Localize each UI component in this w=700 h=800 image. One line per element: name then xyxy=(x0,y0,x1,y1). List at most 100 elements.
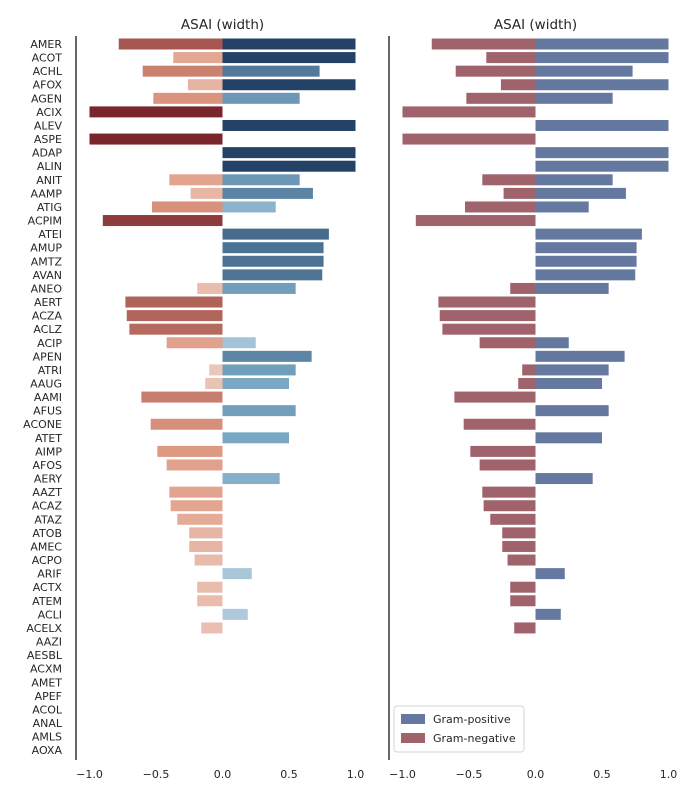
y-tick-label-aamp: AAMP xyxy=(31,187,63,200)
bar-left-positive-amup xyxy=(222,242,324,254)
legend-swatch-gram-positive xyxy=(401,714,425,724)
y-tick-label-acpo: ACPO xyxy=(32,554,63,567)
bar-right-gram-positive-apen xyxy=(535,350,625,362)
y-tick-label-aoxa: AOXA xyxy=(32,744,63,757)
y-tick-label-aazt: AAZT xyxy=(32,486,62,499)
bar-right-gram-negative-aazt xyxy=(482,486,536,498)
y-tick-label-ataz: ATAZ xyxy=(34,513,62,526)
y-tick-label-atei: ATEI xyxy=(38,228,62,241)
bar-right-gram-negative-afos xyxy=(479,459,536,471)
bar-left-negative-aazt xyxy=(169,486,223,498)
y-tick-label-acxm: ACXM xyxy=(30,663,62,676)
y-tick-label-aaug: AAUG xyxy=(30,378,62,391)
y-tick-label-acone: ACONE xyxy=(23,418,62,431)
bar-left-positive-anit xyxy=(222,174,300,186)
bar-left-negative-afos xyxy=(166,459,223,471)
x-tick-label-right-2: 0.0 xyxy=(527,768,545,781)
bar-left-positive-arif xyxy=(222,568,252,580)
bar-left-negative-aimp xyxy=(157,445,223,457)
y-tick-label-apef: APEF xyxy=(35,690,62,703)
y-tick-label-afox: AFOX xyxy=(33,79,63,92)
bar-right-gram-positive-arif xyxy=(535,568,565,580)
y-tick-label-anal: ANAL xyxy=(33,717,63,730)
y-tick-label-aesbl: AESBL xyxy=(27,649,63,662)
bar-left-negative-acelx xyxy=(201,622,223,634)
bar-left-positive-avan xyxy=(222,269,323,281)
legend-label-gram-positive: Gram-positive xyxy=(433,713,511,726)
bar-left-negative-aaug xyxy=(205,378,223,389)
bar-right-gram-positive-aamp xyxy=(535,187,626,199)
bar-right-gram-positive-aneo xyxy=(535,282,609,294)
y-tick-label-aert: AERT xyxy=(34,296,62,309)
bar-right-gram-negative-atig xyxy=(465,201,536,213)
y-tick-label-acelx: ACELX xyxy=(26,622,62,635)
y-tick-label-atem: ATEM xyxy=(32,595,62,608)
bar-right-gram-positive-amup xyxy=(535,242,637,254)
bar-left-negative-acix xyxy=(89,106,223,118)
bar-left-positive-adap xyxy=(222,147,356,159)
bar-right-gram-negative-aamp xyxy=(503,187,536,199)
bar-right-gram-negative-aneo xyxy=(510,282,536,294)
bar-right-gram-positive-atig xyxy=(535,201,589,213)
y-tick-label-aery: AERY xyxy=(34,473,62,486)
y-tick-label-afus: AFUS xyxy=(33,405,62,418)
y-tick-label-afos: AFOS xyxy=(33,459,63,472)
y-tick-label-acot: ACOT xyxy=(32,52,63,65)
bar-right-gram-positive-acip xyxy=(535,337,569,349)
bar-left-negative-acone xyxy=(150,418,223,430)
bar-right-gram-negative-acot xyxy=(486,52,536,64)
bar-left-negative-aami xyxy=(141,391,223,403)
x-tick-label-right-3: 0.5 xyxy=(593,768,611,781)
bar-left-positive-atet xyxy=(222,432,289,444)
bar-right-gram-positive-avan xyxy=(535,269,636,281)
y-tick-label-amer: AMER xyxy=(30,38,62,51)
y-tick-label-amls: AMLS xyxy=(32,731,62,744)
bar-left-negative-acip xyxy=(166,337,223,349)
bar-right-gram-positive-anit xyxy=(535,174,613,186)
y-tick-label-anit: ANIT xyxy=(36,174,62,187)
bar-right-gram-negative-aaug xyxy=(518,378,536,389)
bar-right-gram-positive-aaug xyxy=(535,378,602,389)
y-tick-label-aneo: ANEO xyxy=(31,282,63,295)
legend-label-gram-negative: Gram-negative xyxy=(433,732,516,745)
legend: Gram-positive Gram-negative xyxy=(393,705,525,753)
bar-right-gram-negative-acelx xyxy=(514,622,536,634)
bar-left-negative-acpo xyxy=(194,554,223,566)
bar-right-gram-negative-atem xyxy=(510,595,536,607)
bar-right-gram-positive-afus xyxy=(535,405,609,417)
bar-right-gram-negative-acaz xyxy=(483,500,536,512)
bar-right-gram-positive-afox xyxy=(535,79,669,91)
y-tick-label-arif: ARIF xyxy=(37,568,62,581)
bar-right-gram-positive-acot xyxy=(535,52,669,64)
bar-right-gram-positive-atei xyxy=(535,228,642,240)
y-tick-label-amtz: AMTZ xyxy=(31,255,63,268)
bar-left-positive-agen xyxy=(222,92,300,104)
bar-left-negative-actx xyxy=(197,581,223,593)
y-tick-label-amec: AMEC xyxy=(30,540,62,553)
bar-left-negative-atem xyxy=(197,595,223,607)
x-tick-labels-right: −1.0 −0.5 0.0 0.5 1.0 xyxy=(389,768,677,781)
bar-right-gram-negative-agen xyxy=(466,92,536,104)
bar-left-positive-afus xyxy=(222,405,296,417)
bar-left-negative-amer xyxy=(118,38,223,50)
bar-right-gram-positive-alev xyxy=(535,119,669,131)
bar-right-gram-negative-aimp xyxy=(470,445,536,457)
legend-swatch-gram-negative xyxy=(401,733,425,743)
bar-left-positive-atei xyxy=(222,228,329,240)
bar-left-negative-atob xyxy=(189,527,223,539)
bar-left-negative-acza xyxy=(126,310,223,322)
bar-right-gram-negative-aert xyxy=(438,296,536,308)
bar-right-gram-negative-acip xyxy=(479,337,536,349)
y-tick-label-acli: ACLI xyxy=(38,608,62,621)
y-tick-labels-left: AMERACOTACHLAFOXAGENACIXALEVASPEADAPALIN… xyxy=(23,38,63,757)
x-tick-label-left-1: −0.5 xyxy=(143,768,170,781)
bar-left-negative-agen xyxy=(153,92,223,104)
bar-left-positive-acot xyxy=(222,52,356,64)
bar-left-positive-alev xyxy=(222,119,356,131)
y-tick-label-achl: ACHL xyxy=(33,65,63,78)
chart-title-right: ASAI (width) xyxy=(494,17,577,33)
bar-right-gram-positive-agen xyxy=(535,92,613,104)
y-tick-label-atob: ATOB xyxy=(32,527,62,540)
y-tick-label-aclz: ACLZ xyxy=(33,323,62,336)
bar-right-gram-negative-atri xyxy=(522,364,536,376)
